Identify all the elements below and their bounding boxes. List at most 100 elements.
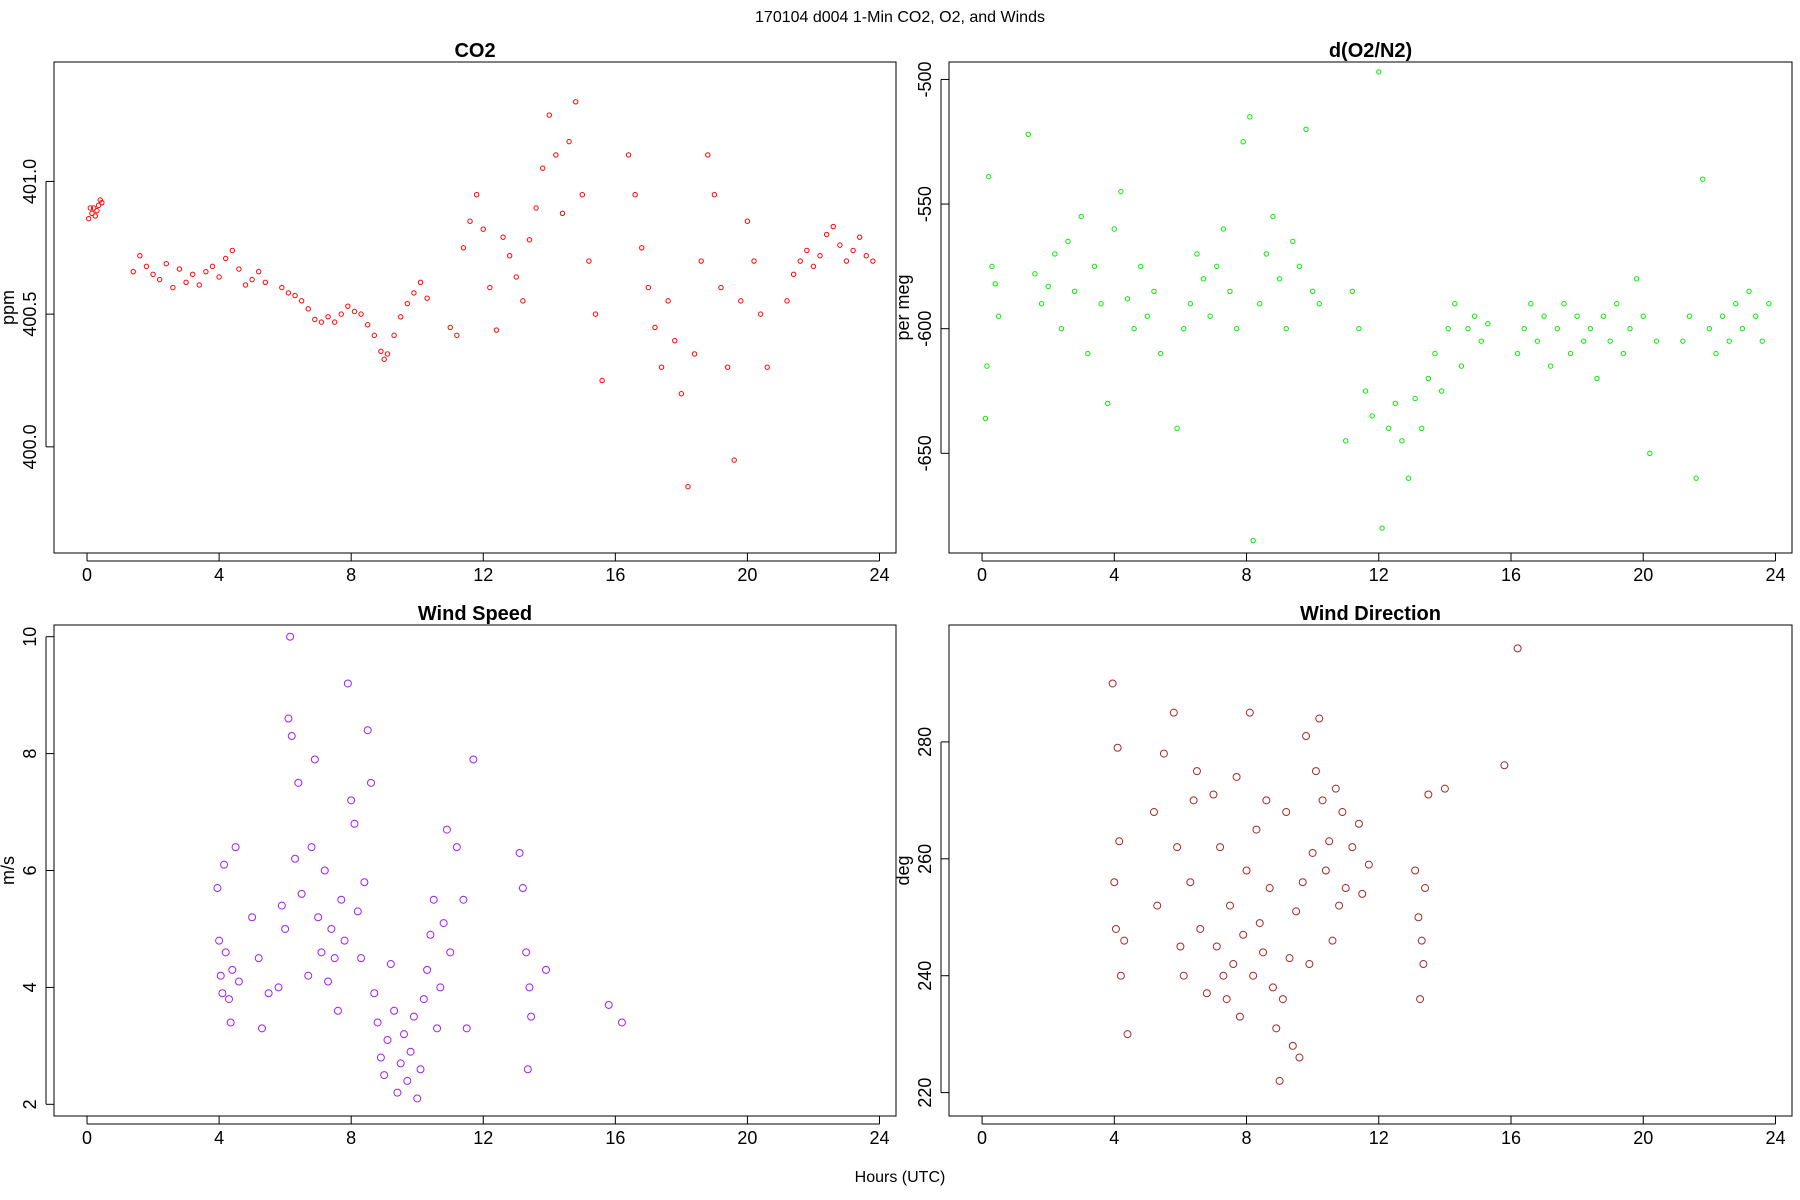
data-point	[1392, 400, 1398, 407]
data-point	[364, 322, 371, 328]
data-point	[1421, 884, 1430, 893]
data-point	[1541, 313, 1547, 319]
data-point	[1500, 761, 1509, 770]
data-point	[1752, 313, 1759, 319]
data-point	[522, 948, 531, 957]
data-point	[1561, 301, 1567, 307]
data-point	[757, 311, 764, 317]
data-point	[294, 778, 303, 787]
y-tick-label: 280	[915, 727, 935, 757]
data-point	[1425, 375, 1432, 382]
data-point	[1733, 301, 1739, 307]
data-point	[467, 218, 473, 224]
data-point	[1159, 749, 1168, 758]
x-tick-label: 12	[473, 565, 493, 585]
data-point	[429, 895, 438, 904]
data-point	[1369, 413, 1375, 419]
data-point	[1124, 296, 1131, 302]
data-point	[1438, 388, 1445, 394]
data-point	[632, 192, 638, 198]
x-tick-label: 12	[1369, 1128, 1389, 1148]
data-point	[176, 266, 183, 272]
data-point	[1247, 114, 1253, 120]
data-point	[1174, 425, 1180, 432]
data-point	[285, 290, 292, 296]
data-point	[1440, 784, 1449, 793]
x-tick-label: 8	[346, 565, 356, 585]
y-tick-label: 401.0	[20, 159, 40, 204]
data-point	[856, 234, 863, 240]
x-tick-label: 0	[977, 565, 987, 585]
data-point	[1187, 301, 1194, 307]
data-point	[347, 796, 356, 805]
data-point	[523, 1065, 532, 1074]
data-point	[343, 679, 352, 688]
data-point	[1111, 226, 1117, 232]
data-point	[1587, 325, 1594, 332]
data-point	[1232, 772, 1241, 781]
data-point	[1192, 767, 1201, 776]
data-point	[823, 231, 830, 238]
data-point	[724, 364, 731, 370]
data-point	[331, 319, 338, 325]
data-point	[1594, 375, 1600, 382]
y-tick-label: 400.0	[20, 424, 40, 469]
panel-title: Wind Direction	[1300, 603, 1441, 625]
data-point	[1288, 1041, 1297, 1050]
data-point	[1298, 878, 1307, 887]
x-tick-label: 24	[869, 565, 889, 585]
data-point	[459, 895, 468, 904]
data-point	[817, 253, 823, 259]
data-point	[1376, 69, 1382, 75]
data-point	[337, 895, 346, 904]
data-point	[1153, 901, 1162, 910]
data-point	[304, 971, 313, 980]
data-point	[228, 965, 237, 974]
x-tick-label: 12	[473, 1128, 493, 1148]
data-point	[1338, 808, 1347, 817]
data-point	[527, 1012, 536, 1021]
data-point	[553, 152, 559, 158]
data-point	[1405, 475, 1412, 481]
data-point	[390, 1006, 399, 1015]
data-point	[446, 948, 455, 957]
data-point	[533, 205, 539, 211]
data-point	[1233, 325, 1240, 332]
data-point	[1257, 301, 1263, 307]
data-point	[406, 1047, 415, 1056]
data-point	[1151, 288, 1157, 294]
data-point	[1416, 995, 1425, 1004]
x-tick-label: 12	[1369, 565, 1389, 585]
data-point	[353, 907, 362, 916]
data-point	[413, 1094, 422, 1103]
data-point	[599, 377, 605, 384]
data-point	[1385, 425, 1392, 432]
data-point	[1478, 338, 1484, 344]
data-point	[797, 258, 803, 264]
data-point	[1113, 743, 1122, 752]
data-point	[386, 960, 395, 969]
data-point	[1189, 796, 1198, 805]
data-point	[678, 391, 685, 397]
data-point	[1321, 866, 1330, 875]
data-point	[1098, 301, 1104, 307]
data-point	[258, 1024, 267, 1033]
data-point	[286, 632, 295, 641]
panel-title: CO2	[454, 40, 495, 62]
data-point	[1268, 983, 1277, 992]
x-tick-label: 16	[605, 565, 625, 585]
x-tick-label: 24	[1765, 1128, 1785, 1148]
data-point	[1250, 537, 1256, 544]
x-tick-label: 8	[346, 1128, 356, 1148]
data-point	[196, 282, 202, 288]
data-point	[744, 218, 751, 224]
data-point	[1581, 338, 1587, 344]
data-point	[350, 819, 359, 828]
data-point	[592, 311, 599, 317]
data-point	[1465, 325, 1471, 332]
o2-panel: d(O2/N2) 0 4 8 12 16 20 24 -500 -550 -600 -650 per m…	[893, 40, 1793, 585]
y-tick-label: -500	[915, 61, 935, 97]
data-point	[1181, 325, 1187, 332]
data-point	[297, 889, 306, 898]
data-point	[837, 242, 843, 248]
